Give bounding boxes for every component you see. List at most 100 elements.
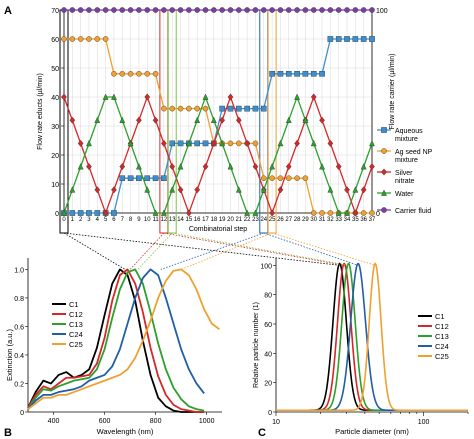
data-point: [310, 139, 317, 147]
data-point: [161, 105, 167, 112]
data-point: [94, 7, 101, 13]
x-tick-label: 800: [150, 418, 162, 425]
data-point: [111, 93, 117, 100]
data-point: [310, 70, 317, 77]
data-point: [219, 7, 225, 13]
data-point: [177, 186, 184, 194]
data-point: [327, 139, 334, 147]
y-tick-label: 80: [264, 293, 272, 300]
data-point: [277, 186, 284, 194]
x-tick-label: 18: [210, 217, 217, 223]
x-tick-label: 10: [272, 419, 280, 426]
data-point: [269, 209, 275, 217]
data-point: [119, 71, 126, 77]
data-point: [319, 163, 325, 170]
data-point: [227, 140, 234, 147]
x-tick-label: 9: [137, 217, 141, 223]
chart-b: 0 0.2 0.4 0.6 0.8 1.0 400 600 800 1000 Wavelength …: [5, 258, 222, 436]
data-point: [294, 93, 300, 100]
data-point: [111, 186, 117, 194]
x-tick-label: 20: [227, 217, 234, 223]
data-point: [252, 105, 259, 112]
x-tick-label: 17: [202, 217, 209, 223]
data-point: [69, 7, 76, 13]
data-point: [61, 209, 67, 216]
data-point: [310, 93, 317, 101]
x-tick-label: 24: [260, 217, 267, 223]
data-point: [61, 7, 67, 13]
data-point: [194, 105, 200, 112]
data-point: [102, 7, 109, 13]
y-tick-label: 40: [51, 95, 59, 102]
connector-line: [163, 232, 345, 266]
x-tick-label: 23: [252, 217, 259, 223]
data-point: [252, 140, 259, 147]
x-tick-label: 4: [96, 217, 100, 223]
x-tick-label: 16: [194, 217, 201, 223]
x-tick-label: 29: [302, 217, 309, 223]
data-point: [111, 7, 117, 13]
series-line: [27, 268, 205, 413]
data-point: [161, 7, 167, 13]
x-tick-label: 36: [360, 217, 367, 223]
data-point: [360, 186, 367, 194]
legend-label: Aqueous mixture: [395, 128, 423, 143]
data-point: [161, 175, 167, 182]
data-point: [285, 175, 292, 181]
data-point: [219, 139, 226, 147]
y-tick-label: 0.4: [14, 353, 24, 360]
x-tick-label: 8: [129, 217, 133, 223]
data-point: [136, 116, 142, 124]
data-point: [194, 186, 201, 194]
data-point: [244, 105, 250, 112]
x-tick-label: 400: [48, 418, 60, 425]
y2-tick-label: 0: [376, 211, 380, 218]
data-point: [227, 105, 234, 112]
data-point: [186, 7, 192, 13]
x-tick-label: 32: [327, 217, 334, 223]
legend-label: C1: [69, 300, 79, 309]
connector-line: [181, 232, 273, 270]
y-tick-label: 40: [264, 351, 272, 358]
data-point: [177, 163, 184, 170]
y-axis-label: Extinction (a.u.): [5, 328, 14, 381]
data-point: [77, 210, 84, 216]
legend-marker: [381, 148, 387, 154]
data-point: [310, 210, 317, 216]
data-point: [161, 139, 167, 147]
data-point: [86, 163, 92, 171]
x-tick-label: 2: [79, 217, 83, 223]
data-point: [269, 163, 276, 170]
x-tick-label: 26: [277, 217, 284, 223]
data-point: [360, 163, 367, 170]
y-tick-label: 0.2: [14, 381, 24, 388]
x-tick-label: 11: [152, 217, 159, 223]
legend-label: C24: [435, 342, 449, 351]
x-tick-label: 1: [71, 217, 75, 223]
data-point: [111, 71, 117, 77]
connector-line: [263, 232, 359, 266]
y-tick-label: 0: [55, 211, 59, 218]
x-tick-label: 28: [294, 217, 301, 223]
data-point: [244, 7, 250, 13]
data-point: [127, 139, 134, 147]
data-point: [169, 7, 176, 13]
data-point: [369, 210, 375, 216]
data-point: [69, 116, 76, 124]
data-point: [294, 7, 300, 13]
x-tick-label: 22: [244, 217, 251, 223]
data-point: [302, 70, 309, 77]
data-point: [152, 116, 159, 124]
legend-label: Water: [395, 191, 414, 198]
y2-axis-label: Flow rate carrier (µl/min): [389, 54, 396, 130]
data-point: [235, 116, 242, 124]
data-point: [152, 209, 159, 216]
data-point: [319, 116, 325, 124]
panel-label-b: B: [4, 427, 12, 439]
x-tick-label: 6: [112, 217, 116, 223]
data-point: [202, 163, 209, 171]
data-point: [119, 163, 126, 171]
y-tick-label: 60: [264, 322, 272, 329]
data-point: [169, 163, 176, 171]
